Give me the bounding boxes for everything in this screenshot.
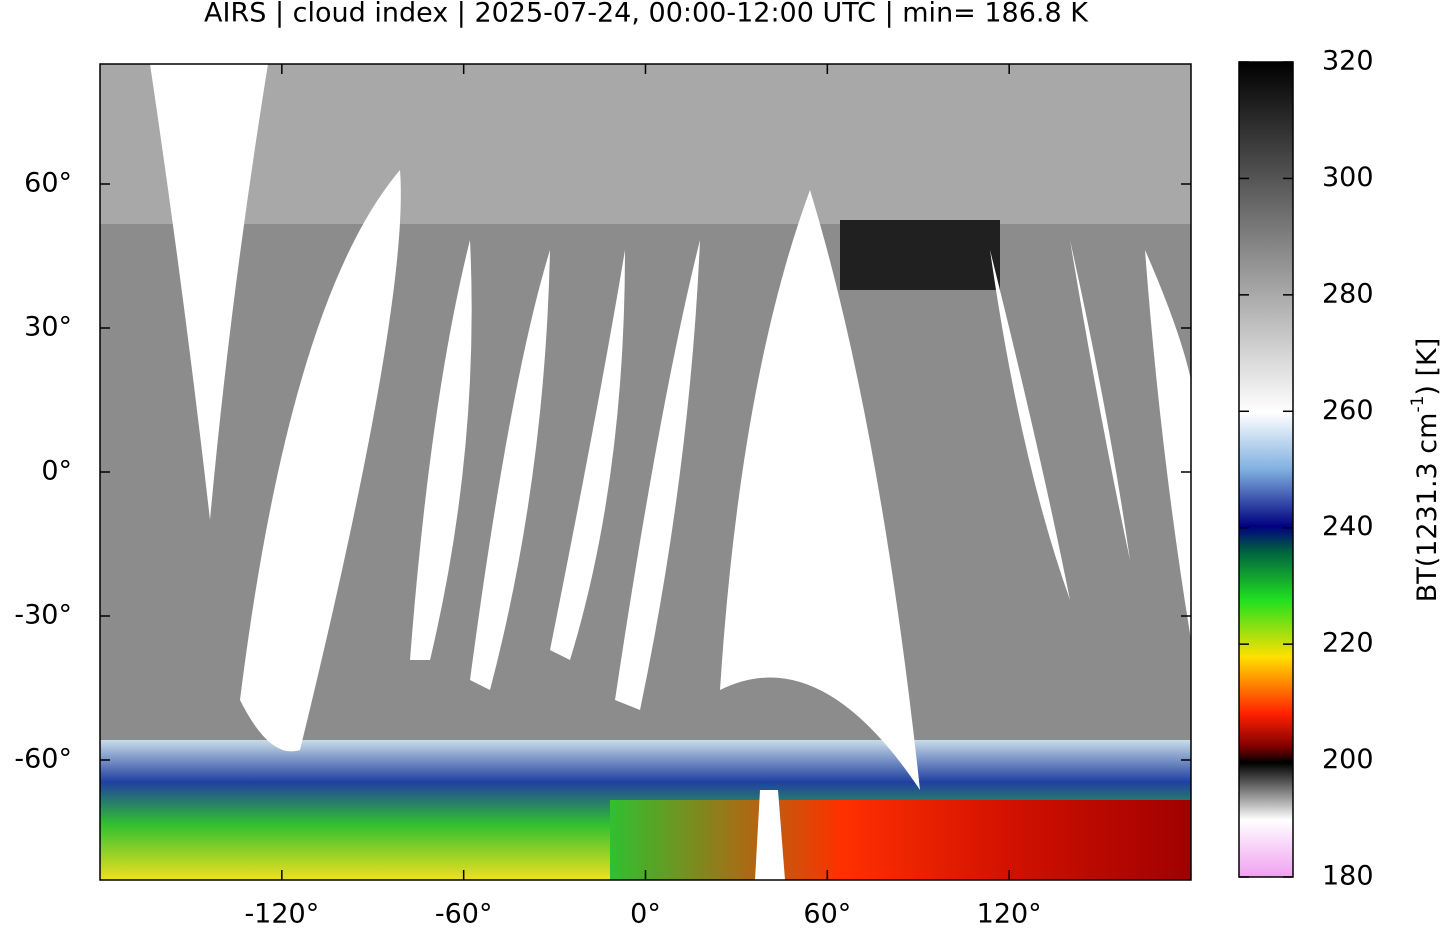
colorbar-tick-label: 200 bbox=[1322, 744, 1374, 775]
colorbar-label-main: BT(1231.3 cm bbox=[1412, 413, 1442, 603]
x-tick-label: 0° bbox=[630, 899, 661, 930]
colorbar-label-sup: -1 bbox=[1408, 396, 1428, 413]
colorbar-label: BT(1231.3 cm-1) [K] bbox=[1408, 338, 1442, 603]
x-tick-label: -120° bbox=[244, 899, 319, 930]
y-tick-label: 60° bbox=[24, 168, 72, 199]
colorbar-tick-label: 300 bbox=[1322, 162, 1374, 193]
colorbar-label-tail: ) [K] bbox=[1412, 338, 1442, 396]
x-tick-label: 60° bbox=[803, 899, 851, 930]
y-tick-label: 0° bbox=[41, 456, 72, 487]
map-image bbox=[100, 64, 1191, 880]
x-tick-label: 120° bbox=[977, 899, 1042, 930]
colorbar-tick-label: 220 bbox=[1322, 628, 1374, 659]
y-tick-label: -30° bbox=[14, 600, 72, 631]
y-tick-label: -60° bbox=[14, 744, 72, 775]
x-tick-label: -60° bbox=[435, 899, 493, 930]
colorbar-tick-label: 280 bbox=[1322, 278, 1374, 309]
colorbar bbox=[1239, 62, 1293, 877]
y-tick-label: 30° bbox=[24, 312, 72, 343]
colorbar-tick-label: 320 bbox=[1322, 46, 1374, 77]
colorbar-tick-label: 180 bbox=[1322, 861, 1374, 892]
colorbar-tick-label: 260 bbox=[1322, 395, 1374, 426]
colorbar-tick-label: 240 bbox=[1322, 511, 1374, 542]
chart-title: AIRS | cloud index | 2025-07-24, 00:00-1… bbox=[204, 0, 1089, 29]
